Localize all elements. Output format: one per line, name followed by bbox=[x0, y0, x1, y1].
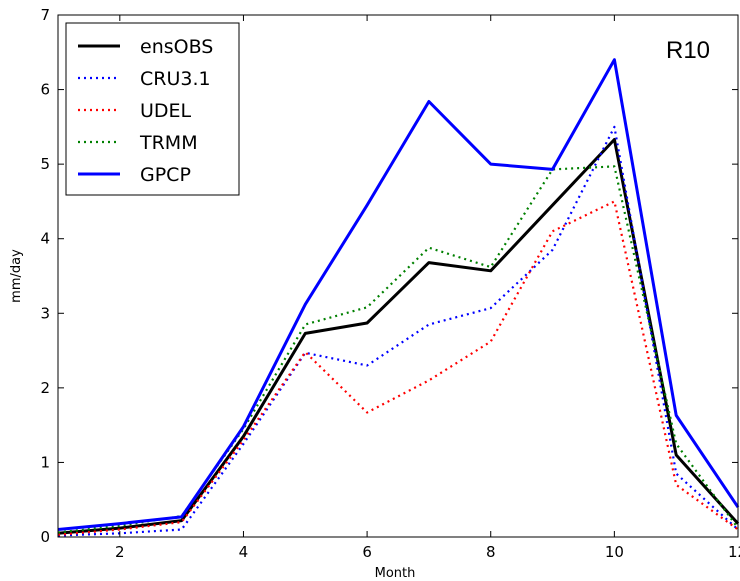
x-tick-label: 10 bbox=[605, 543, 624, 561]
y-tick-label: 2 bbox=[40, 379, 50, 397]
series-line-gpcp bbox=[57, 58, 740, 531]
legend: ensOBS CRU3.1 UDEL TRMM GPCP bbox=[65, 22, 240, 196]
legend-box bbox=[65, 22, 240, 196]
y-tick-label: 3 bbox=[40, 304, 50, 322]
x-tick-label: 12 bbox=[728, 543, 740, 561]
legend-label: ensOBS bbox=[140, 36, 213, 58]
legend-label: GPCP bbox=[140, 164, 191, 186]
y-tick-label: 4 bbox=[40, 230, 50, 248]
x-tick-label: 6 bbox=[362, 543, 372, 561]
x-tick-label: 8 bbox=[486, 543, 496, 561]
y-tick-label: 6 bbox=[40, 81, 50, 99]
y-tick-label: 0 bbox=[40, 528, 50, 546]
y-axis-label: mm/day bbox=[9, 249, 24, 303]
region-annotation: R10 bbox=[666, 37, 710, 64]
y-tick-label: 5 bbox=[40, 155, 50, 173]
ticks-layer: 2468101201234567 bbox=[40, 6, 740, 561]
legend-label: UDEL bbox=[140, 100, 192, 122]
series-line-cru3-1 bbox=[57, 125, 739, 537]
legend-label: CRU3.1 bbox=[140, 68, 211, 90]
x-axis-label: Month bbox=[375, 566, 416, 581]
series-line-trmm bbox=[57, 165, 739, 534]
x-tick-label: 2 bbox=[115, 543, 125, 561]
y-tick-label: 7 bbox=[40, 6, 50, 24]
x-tick-label: 4 bbox=[239, 543, 249, 561]
y-tick-label: 1 bbox=[40, 453, 50, 471]
plot-frame bbox=[57, 14, 739, 538]
series-layer bbox=[57, 58, 740, 537]
legend-label: TRMM bbox=[139, 132, 198, 154]
series-line-ensobs bbox=[57, 138, 740, 535]
